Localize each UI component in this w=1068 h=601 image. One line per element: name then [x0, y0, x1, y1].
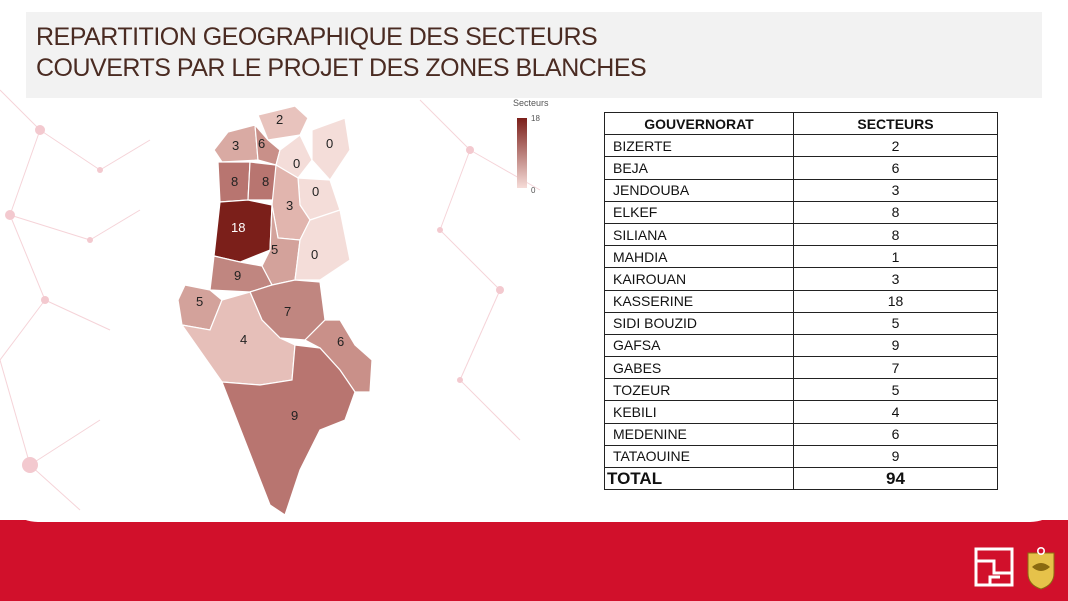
cell-secteurs: 18 [793, 289, 998, 313]
map-label-manouba: 0 [293, 156, 300, 171]
cell-gouvernorat: MAHDIA [604, 245, 794, 269]
cell-secteurs: 3 [793, 178, 998, 202]
cell-secteurs: 5 [793, 378, 998, 402]
table-row: KEBILI 4 [604, 400, 998, 424]
map-label-sidi-bouzid: 5 [271, 242, 278, 257]
cell-secteurs: 7 [793, 356, 998, 380]
cell-secteurs: 2 [793, 134, 998, 158]
map-label-medenine: 6 [337, 334, 344, 349]
cell-secteurs: 9 [793, 333, 998, 358]
region-manouba [275, 134, 313, 179]
map-label-zaghouan: 0 [312, 184, 319, 199]
cell-secteurs: 9 [793, 444, 998, 469]
map-label-siliana: 8 [262, 174, 269, 189]
cell-secteurs: 3 [793, 267, 998, 291]
title-line-1: REPARTITION GEOGRAPHIQUE DES SECTEURS [36, 23, 598, 51]
table-row: MEDENINE 6 [604, 422, 998, 446]
region-bizerte [257, 105, 309, 141]
map-label-bizerte: 2 [276, 112, 283, 127]
cell-gouvernorat: GABES [604, 356, 794, 380]
table-row: ELKEF 8 [604, 200, 998, 224]
table-row: SILIANA 8 [604, 222, 998, 247]
cell-gouvernorat: KASSERINE [604, 289, 794, 313]
map-label-elkef: 8 [231, 174, 238, 189]
map-label-kasserine: 18 [231, 220, 245, 235]
cell-gouvernorat: SILIANA [604, 222, 794, 247]
cell-secteurs: 5 [793, 311, 998, 335]
table-header-row: GOUVERNORAT SECTEURS [604, 111, 998, 136]
region-tataouine [221, 344, 356, 516]
legend-min-value: 0 [531, 186, 536, 195]
map-label-beja: 6 [258, 136, 265, 151]
region-jendouba [213, 124, 259, 163]
title-line-2: COUVERTS PAR LE PROJET DES ZONES BLANCHE… [36, 54, 647, 82]
cell-gouvernorat: KEBILI [604, 400, 794, 424]
cell-secteurs: 8 [793, 200, 998, 224]
ministry-logo-icon [974, 547, 1014, 587]
cell-gouvernorat: GAFSA [604, 333, 794, 358]
map-label-nabeul: 0 [326, 136, 333, 151]
cell-secteurs: 4 [793, 400, 998, 424]
republic-emblem-icon [1027, 547, 1055, 590]
title-box: REPARTITION GEOGRAPHIQUE DES SECTEURS CO… [26, 12, 1042, 98]
cell-gouvernorat: SIDI BOUZID [604, 311, 794, 335]
cell-gouvernorat: MEDENINE [604, 422, 794, 446]
header-gouvernorat: GOUVERNORAT [604, 111, 794, 136]
cell-gouvernorat: BEJA [604, 156, 794, 180]
region-nabeul [311, 117, 351, 181]
map-label-jendouba: 3 [232, 138, 239, 153]
tunisia-choropleth-map: 2 3 6 0 0 8 8 0 3 18 5 0 9 5 7 4 6 9 [177, 105, 373, 516]
table-row: MAHDIA 1 [604, 245, 998, 269]
cell-gouvernorat: ELKEF [604, 200, 794, 224]
cell-gouvernorat: BIZERTE [604, 134, 794, 158]
table-row: JENDOUBA 3 [604, 178, 998, 202]
footer-logos [974, 547, 1055, 590]
cell-gouvernorat: KAIROUAN [604, 267, 794, 291]
legend-color-scale [517, 118, 527, 188]
table-row: KAIROUAN 3 [604, 267, 998, 291]
cell-gouvernorat: TOZEUR [604, 378, 794, 402]
cell-secteurs: 8 [793, 222, 998, 247]
table-row: BEJA 6 [604, 156, 998, 180]
cell-gouvernorat: JENDOUBA [604, 178, 794, 202]
table-row: TATAOUINE 9 [604, 444, 998, 469]
cell-secteurs: 1 [793, 245, 998, 269]
footer-band [0, 520, 1068, 601]
map-label-tozeur: 5 [196, 294, 203, 309]
table-row: TOZEUR 5 [604, 378, 998, 402]
legend-title: Secteurs [513, 98, 549, 108]
slide-title: REPARTITION GEOGRAPHIQUE DES SECTEURS CO… [36, 22, 647, 84]
map-label-kebili: 4 [240, 332, 247, 347]
table-row: BIZERTE 2 [604, 134, 998, 158]
table-row: KASSERINE 18 [604, 289, 998, 313]
legend-max-value: 18 [531, 114, 540, 123]
map-label-tataouine: 9 [291, 408, 298, 423]
table-row: GABES 7 [604, 356, 998, 380]
cell-secteurs: 6 [793, 156, 998, 180]
map-label-sahel: 0 [311, 247, 318, 262]
cell-secteurs: 6 [793, 422, 998, 446]
map-label-kairouan: 3 [286, 198, 293, 213]
total-label: TOTAL [604, 466, 794, 491]
map-legend: Secteurs 18 0 [505, 96, 565, 206]
table-row: GAFSA 9 [604, 333, 998, 358]
table-row: SIDI BOUZID 5 [604, 311, 998, 335]
total-value: 94 [793, 466, 998, 491]
header-secteurs: SECTEURS [793, 111, 998, 136]
secteurs-table: GOUVERNORAT SECTEURS BIZERTE 2 BEJA 6 JEND… [604, 111, 998, 491]
map-label-gafsa: 9 [234, 268, 241, 283]
cell-gouvernorat: TATAOUINE [604, 444, 794, 469]
table-total-row: TOTAL 94 [604, 466, 998, 491]
map-label-gabes: 7 [284, 304, 291, 319]
